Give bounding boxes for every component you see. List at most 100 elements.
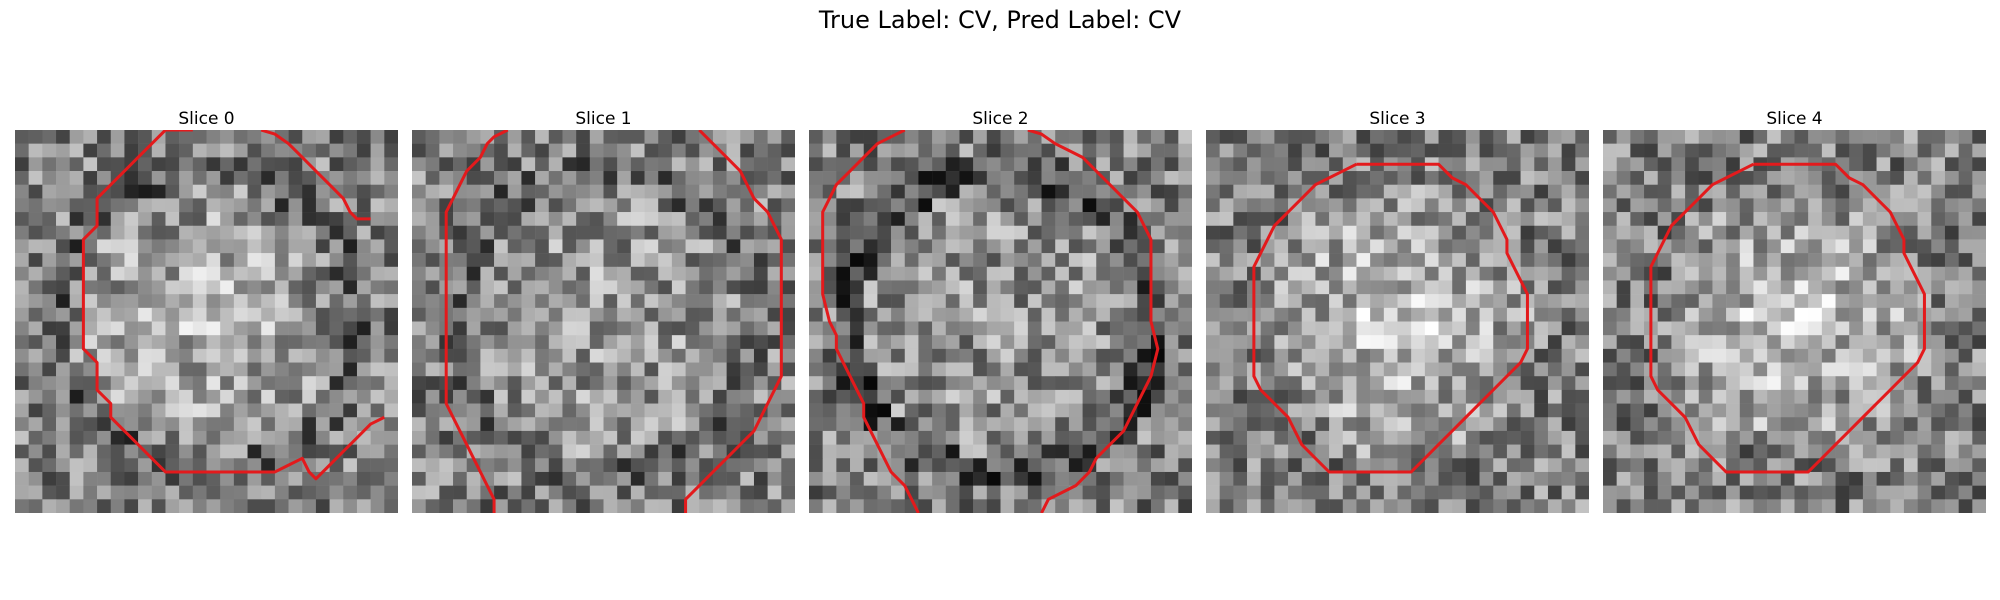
pixel bbox=[521, 225, 536, 240]
pixel bbox=[781, 362, 795, 377]
pixel bbox=[1096, 321, 1111, 336]
pixel bbox=[1178, 458, 1192, 473]
pixel bbox=[535, 253, 550, 268]
pixel bbox=[1014, 212, 1029, 227]
pixel bbox=[1630, 376, 1645, 391]
pixel bbox=[1150, 471, 1165, 486]
pixel bbox=[836, 212, 851, 227]
pixel bbox=[1260, 335, 1275, 350]
pixel bbox=[1794, 485, 1809, 500]
pixel bbox=[562, 362, 577, 377]
pixel bbox=[15, 444, 29, 459]
pixel bbox=[1753, 130, 1768, 144]
pixel bbox=[1849, 143, 1864, 158]
pixel bbox=[356, 184, 371, 199]
pixel bbox=[1821, 294, 1836, 309]
pixel bbox=[1109, 212, 1124, 227]
pixel bbox=[1534, 376, 1549, 391]
pixel bbox=[1465, 348, 1480, 363]
pixel bbox=[151, 389, 166, 404]
pixel bbox=[658, 321, 673, 336]
pixel bbox=[1301, 348, 1316, 363]
pixel bbox=[658, 266, 673, 281]
pixel bbox=[302, 294, 317, 309]
pixel bbox=[356, 362, 371, 377]
pixel bbox=[370, 430, 385, 445]
pixel bbox=[1561, 184, 1576, 199]
pixel bbox=[220, 430, 235, 445]
pixel bbox=[97, 198, 112, 213]
pixel bbox=[1424, 143, 1439, 158]
pixel bbox=[945, 280, 960, 295]
pixel bbox=[891, 266, 906, 281]
pixel bbox=[918, 239, 933, 254]
pixel bbox=[945, 239, 960, 254]
pixel bbox=[356, 335, 371, 350]
pixel bbox=[1575, 198, 1589, 213]
pixel bbox=[630, 239, 645, 254]
pixel bbox=[877, 403, 892, 418]
pixel bbox=[1465, 171, 1480, 185]
pixel bbox=[1657, 184, 1672, 199]
pixel bbox=[97, 157, 112, 172]
pixel bbox=[261, 362, 276, 377]
pixel bbox=[1493, 417, 1508, 432]
pixel bbox=[56, 280, 70, 295]
pixel bbox=[863, 417, 878, 432]
pixel bbox=[1712, 335, 1727, 350]
pixel bbox=[1096, 417, 1111, 432]
pixel bbox=[1068, 171, 1083, 185]
pixel bbox=[1698, 348, 1713, 363]
pixel bbox=[986, 321, 1001, 336]
pixel bbox=[466, 253, 481, 268]
pixel bbox=[767, 143, 782, 158]
pixel bbox=[1917, 198, 1932, 213]
pixel bbox=[138, 130, 153, 144]
pixel bbox=[1247, 171, 1261, 185]
pixel bbox=[247, 417, 262, 432]
pixel bbox=[1164, 253, 1179, 268]
pixel bbox=[1534, 143, 1549, 158]
pixel bbox=[110, 430, 125, 445]
pixel bbox=[1493, 430, 1508, 445]
pixel bbox=[521, 212, 536, 227]
pixel bbox=[1698, 143, 1713, 158]
pixel bbox=[1150, 130, 1165, 144]
pixel bbox=[1958, 280, 1973, 295]
pixel bbox=[1917, 403, 1932, 418]
pixel bbox=[1014, 294, 1029, 309]
pixel bbox=[726, 253, 741, 268]
pixel bbox=[1219, 294, 1234, 309]
pixel bbox=[343, 362, 358, 377]
pixel bbox=[1424, 335, 1439, 350]
pixel bbox=[356, 266, 371, 281]
pixel bbox=[1109, 485, 1124, 500]
pixel bbox=[1370, 362, 1385, 377]
pixel bbox=[1178, 389, 1192, 404]
pixel bbox=[1876, 294, 1891, 309]
pixel bbox=[466, 212, 481, 227]
pixel bbox=[699, 458, 714, 473]
pixel bbox=[617, 321, 632, 336]
pixel bbox=[165, 321, 180, 336]
pixel bbox=[877, 294, 892, 309]
pixel bbox=[521, 389, 536, 404]
pixel bbox=[1109, 499, 1124, 513]
pixel bbox=[535, 294, 550, 309]
pixel bbox=[945, 143, 960, 158]
pixel bbox=[1575, 130, 1589, 144]
pixel bbox=[617, 212, 632, 227]
pixel bbox=[453, 225, 467, 240]
pixel bbox=[439, 157, 454, 172]
pixel bbox=[1137, 362, 1152, 377]
pixel bbox=[1794, 198, 1809, 213]
pixel bbox=[932, 143, 947, 158]
pixel bbox=[1903, 430, 1918, 445]
pixel bbox=[329, 321, 344, 336]
pixel bbox=[809, 389, 823, 404]
pixel bbox=[740, 239, 755, 254]
pixel bbox=[1424, 130, 1439, 144]
pixel bbox=[685, 171, 700, 185]
pixel bbox=[1096, 225, 1111, 240]
pixel bbox=[69, 458, 84, 473]
